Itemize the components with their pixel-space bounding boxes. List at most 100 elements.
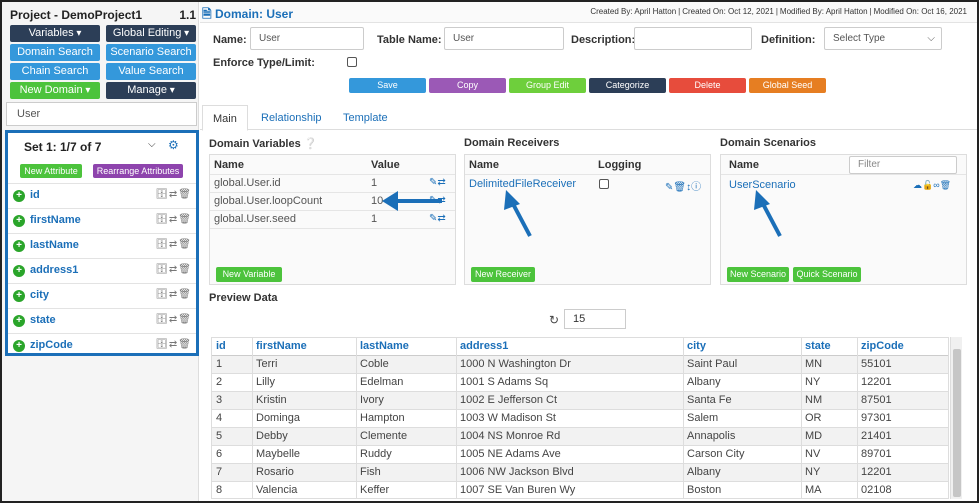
- new-attribute-button[interactable]: New Attribute: [20, 164, 82, 178]
- variable-value[interactable]: 10: [371, 195, 384, 207]
- preview-column-header[interactable]: lastName: [360, 340, 409, 352]
- gear-icon[interactable]: ⚙: [168, 138, 179, 152]
- domain-receivers-panel: Name Logging DelimitedFileReceiver ✎🗑↕ⓘ …: [464, 154, 711, 285]
- scenarios-col-name: Name: [729, 159, 759, 171]
- attribute-row[interactable]: + firstName 🗄⇄🗑: [8, 208, 196, 233]
- tab-main[interactable]: Main: [202, 105, 248, 131]
- table-cell: Saint Paul: [687, 358, 738, 370]
- global-seed-button[interactable]: Global Seed: [749, 78, 826, 93]
- new-receiver-button[interactable]: New Receiver: [471, 267, 535, 282]
- global-editing-button[interactable]: Global Editing: [106, 25, 196, 42]
- rearrange-attributes-button[interactable]: Rearrange Attributes: [93, 164, 183, 178]
- variable-name: global.User.seed: [214, 213, 296, 225]
- attribute-row-icons[interactable]: 🗄⇄🗑: [155, 214, 192, 225]
- plus-circle-icon[interactable]: +: [13, 265, 25, 277]
- definition-select[interactable]: Select Type ⌵: [824, 27, 942, 50]
- set-bar: Set 1: 1/7 of 7 ⌵ ⚙: [8, 133, 196, 159]
- variable-value[interactable]: 1: [371, 177, 378, 189]
- preview-column-header[interactable]: id: [216, 340, 226, 352]
- attribute-name[interactable]: lastName: [30, 239, 79, 251]
- attribute-row[interactable]: + state 🗄⇄🗑: [8, 308, 196, 333]
- attribute-row[interactable]: + address1 🗄⇄🗑: [8, 258, 196, 283]
- plus-circle-icon[interactable]: +: [13, 240, 25, 252]
- new-variable-button[interactable]: New Variable: [216, 267, 282, 282]
- table-cell: Dominga: [256, 412, 301, 424]
- scrollbar-thumb[interactable]: [953, 349, 961, 497]
- manage-button[interactable]: Manage: [106, 82, 196, 99]
- variables-button[interactable]: Variables: [10, 25, 100, 42]
- attribute-name[interactable]: city: [30, 289, 49, 301]
- attribute-name[interactable]: firstName: [30, 214, 81, 226]
- receiver-row-icons[interactable]: ✎🗑↕ⓘ: [665, 182, 702, 193]
- scenario-filter-input[interactable]: Filter: [849, 156, 957, 174]
- table-cell: Albany: [687, 376, 721, 388]
- plus-circle-icon[interactable]: +: [13, 340, 25, 352]
- name-field[interactable]: User: [250, 27, 364, 50]
- domain-search-button[interactable]: Domain Search: [10, 44, 100, 61]
- refresh-icon[interactable]: ↻: [549, 313, 560, 327]
- help-icon[interactable]: ❔: [303, 138, 318, 150]
- table-cell: Carson City: [687, 448, 745, 460]
- preview-count-input[interactable]: 15: [564, 309, 626, 329]
- chain-search-button[interactable]: Chain Search: [10, 63, 100, 80]
- scenario-name[interactable]: UserScenario: [729, 179, 796, 191]
- table-cell: Rosario: [256, 466, 294, 478]
- categorize-button[interactable]: Categorize: [589, 78, 666, 93]
- attribute-row[interactable]: + lastName 🗄⇄🗑: [8, 233, 196, 258]
- new-domain-button[interactable]: New Domain: [10, 82, 100, 99]
- delete-button[interactable]: Delete: [669, 78, 746, 93]
- attribute-row-icons[interactable]: 🗄⇄🗑: [155, 314, 192, 325]
- preview-column-header[interactable]: firstName: [256, 340, 307, 352]
- attribute-name[interactable]: zipCode: [30, 339, 73, 351]
- plus-circle-icon[interactable]: +: [13, 190, 25, 202]
- table-name-field[interactable]: User: [444, 27, 564, 50]
- attribute-row[interactable]: + city 🗄⇄🗑: [8, 283, 196, 308]
- save-button[interactable]: Save: [349, 78, 426, 93]
- attribute-row-icons[interactable]: 🗄⇄🗑: [155, 189, 192, 200]
- plus-circle-icon[interactable]: +: [13, 315, 25, 327]
- copy-button[interactable]: Copy: [429, 78, 506, 93]
- attribute-name[interactable]: state: [30, 314, 56, 326]
- domain-select[interactable]: User: [6, 102, 197, 126]
- quick-scenario-button[interactable]: Quick Scenario: [793, 267, 861, 282]
- variable-row-icons[interactable]: ✎⇄: [429, 213, 446, 224]
- value-search-button[interactable]: Value Search: [106, 63, 196, 80]
- logging-checkbox[interactable]: [599, 179, 609, 189]
- variable-row-icons[interactable]: ✎⇄: [429, 177, 446, 188]
- new-scenario-button[interactable]: New Scenario: [727, 267, 789, 282]
- enforce-checkbox[interactable]: [347, 57, 357, 67]
- attribute-name[interactable]: id: [30, 189, 40, 201]
- preview-column-header[interactable]: zipCode: [861, 340, 904, 352]
- preview-column-header[interactable]: address1: [460, 340, 509, 352]
- table-cell: 1: [216, 358, 223, 370]
- attribute-name[interactable]: address1: [30, 264, 79, 276]
- chevron-down-icon[interactable]: ⌵: [148, 139, 156, 150]
- attribute-row-icons[interactable]: 🗄⇄🗑: [155, 339, 192, 350]
- table-cell: NY: [805, 376, 821, 388]
- variable-value[interactable]: 1: [371, 213, 378, 225]
- tab-relationship[interactable]: Relationship: [261, 112, 322, 124]
- plus-circle-icon[interactable]: +: [13, 290, 25, 302]
- attribute-row[interactable]: + id 🗄⇄🗑: [8, 183, 196, 208]
- attribute-row[interactable]: + zipCode 🗄⇄🗑: [8, 333, 196, 358]
- preview-header-row: id firstName lastName address1 city state zipC…: [212, 338, 948, 356]
- scenario-search-button[interactable]: Scenario Search: [106, 44, 196, 61]
- tab-template[interactable]: Template: [343, 112, 388, 124]
- attribute-row-icons[interactable]: 🗄⇄🗑: [155, 239, 192, 250]
- preview-column-header[interactable]: city: [687, 340, 706, 352]
- table-cell: 12201: [861, 376, 892, 388]
- table-cell: 1007 SE Van Buren Wy: [460, 484, 576, 496]
- group-edit-button[interactable]: Group Edit: [509, 78, 586, 93]
- receiver-name[interactable]: DelimitedFileReceiver: [469, 178, 576, 190]
- scenario-row-icons[interactable]: ☁🔓∞🗑: [913, 180, 952, 190]
- preview-scrollbar[interactable]: [950, 337, 962, 499]
- plus-circle-icon[interactable]: +: [13, 215, 25, 227]
- table-cell: 02108: [861, 484, 892, 496]
- attribute-row-icons[interactable]: 🗄⇄🗑: [155, 289, 192, 300]
- preview-column-header[interactable]: state: [805, 340, 831, 352]
- table-cell: 12201: [861, 466, 892, 478]
- domain-receivers-title: Domain Receivers: [464, 137, 560, 149]
- attribute-row-icons[interactable]: 🗄⇄🗑: [155, 264, 192, 275]
- table-cell: Keffer: [360, 484, 390, 496]
- description-field[interactable]: [634, 27, 752, 50]
